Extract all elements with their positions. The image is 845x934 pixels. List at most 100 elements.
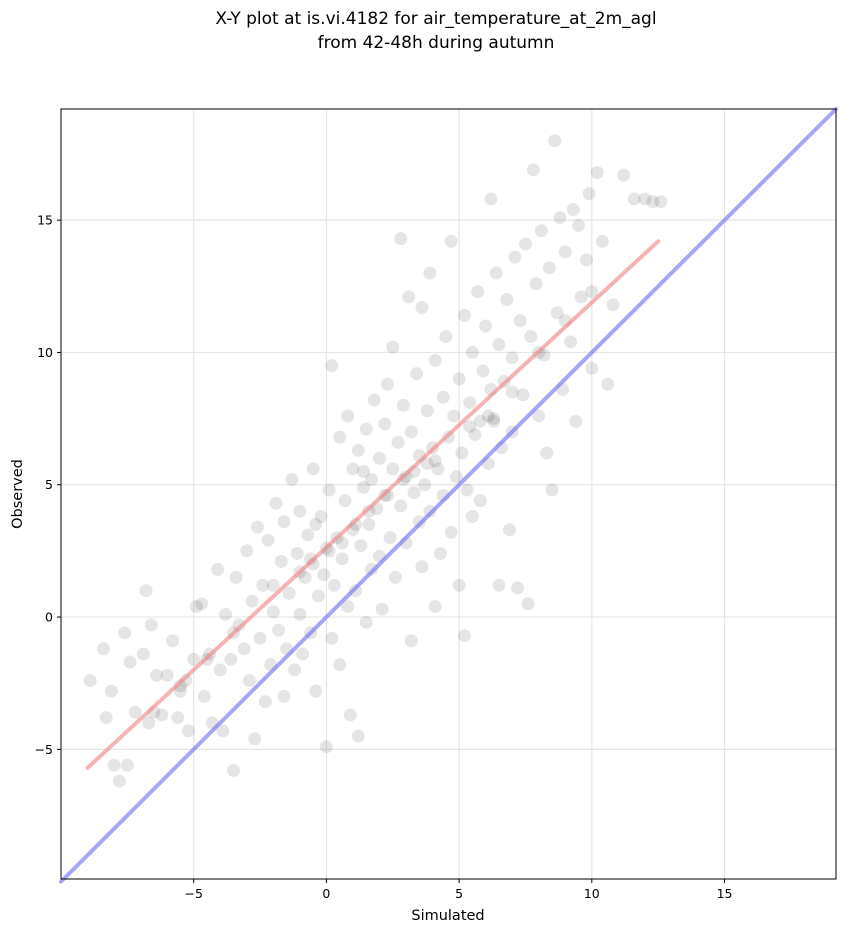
data-point — [250, 520, 264, 534]
data-point — [142, 716, 156, 730]
data-point — [526, 163, 540, 177]
data-point — [123, 655, 137, 669]
data-point — [179, 674, 193, 688]
data-point — [282, 586, 296, 600]
data-point — [173, 684, 187, 698]
data-point — [285, 472, 299, 486]
data-point — [595, 234, 609, 248]
data-point — [460, 483, 474, 497]
data-point — [601, 377, 615, 391]
data-point — [256, 578, 270, 592]
data-point — [288, 663, 302, 677]
y-axis-ticks: −5 0 5 10 15 — [35, 213, 61, 757]
data-point — [500, 293, 514, 307]
x-axis-label: Simulated — [411, 908, 484, 924]
data-point — [447, 409, 461, 423]
data-point — [346, 462, 360, 476]
data-point — [407, 486, 421, 500]
data-point — [516, 388, 530, 402]
data-point — [582, 187, 596, 201]
data-point — [171, 711, 185, 725]
data-point — [513, 314, 527, 328]
data-point — [227, 764, 241, 778]
data-point — [638, 192, 652, 206]
data-point — [503, 523, 517, 537]
data-point — [518, 237, 532, 251]
data-point — [327, 578, 341, 592]
data-point — [333, 658, 347, 672]
data-point — [187, 652, 201, 666]
data-point — [404, 634, 418, 648]
data-point — [476, 364, 490, 378]
data-point — [415, 300, 429, 314]
data-point — [391, 435, 405, 449]
data-point — [452, 372, 466, 386]
data-point — [309, 684, 323, 698]
data-point — [487, 412, 501, 426]
data-point — [479, 319, 493, 333]
x-tick-label: 15 — [717, 886, 733, 901]
data-point — [189, 599, 203, 613]
data-point — [439, 330, 453, 344]
data-point — [314, 509, 328, 523]
data-point — [481, 409, 495, 423]
y-tick-label: 0 — [45, 610, 53, 625]
data-point — [181, 724, 195, 738]
data-point — [428, 353, 442, 367]
data-point — [569, 414, 583, 428]
data-point — [463, 396, 477, 410]
data-point — [404, 425, 418, 439]
data-point — [572, 218, 586, 232]
x-axis-ticks: −5 0 5 10 15 — [184, 879, 732, 901]
data-point — [319, 740, 333, 754]
data-point — [646, 195, 660, 209]
data-point — [104, 684, 118, 698]
data-point — [580, 253, 594, 267]
identity-line — [59, 107, 838, 884]
data-point — [508, 250, 522, 264]
data-point — [386, 462, 400, 476]
data-point — [311, 589, 325, 603]
data-point — [303, 552, 317, 566]
data-point — [431, 462, 445, 476]
data-point — [357, 465, 371, 479]
x-tick-label: 5 — [455, 886, 463, 901]
data-point — [521, 597, 535, 611]
data-point — [240, 544, 254, 558]
data-point — [266, 605, 280, 619]
data-point — [335, 536, 349, 550]
data-point — [293, 504, 307, 518]
data-point — [455, 446, 469, 460]
data-point — [375, 602, 389, 616]
data-point — [99, 711, 113, 725]
data-point — [654, 195, 668, 209]
data-point — [428, 599, 442, 613]
data-point — [436, 390, 450, 404]
data-point — [452, 578, 466, 592]
data-point — [564, 335, 578, 349]
y-tick-label: 10 — [37, 345, 53, 360]
data-point — [237, 642, 251, 656]
data-point — [112, 774, 126, 788]
data-point — [444, 234, 458, 248]
data-point — [317, 568, 331, 582]
data-point — [128, 705, 142, 719]
data-point — [341, 409, 355, 423]
data-point — [558, 245, 572, 259]
y-axis-label: Observed — [10, 459, 26, 529]
data-point — [277, 515, 291, 529]
data-point — [420, 404, 434, 418]
x-tick-label: 10 — [584, 886, 600, 901]
chart-title: X-Y plot at is.vi.4182 for air_temperatu… — [215, 9, 656, 29]
data-point — [410, 367, 424, 381]
data-point — [325, 631, 339, 645]
data-point — [606, 298, 620, 312]
data-point — [540, 446, 554, 460]
data-point — [444, 525, 458, 539]
data-point — [388, 570, 402, 584]
x-tick-label: 0 — [322, 886, 330, 901]
data-point — [274, 554, 288, 568]
data-point — [258, 695, 272, 709]
data-point — [338, 494, 352, 508]
data-point — [383, 531, 397, 545]
